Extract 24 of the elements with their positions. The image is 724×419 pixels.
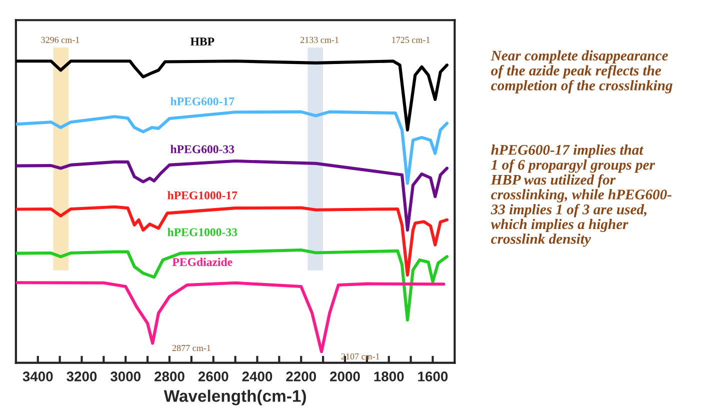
series-label: hPEG1000-33	[168, 228, 238, 236]
x-tick-label: 3200	[66, 372, 97, 382]
series-label: PEGdiazide	[172, 258, 232, 266]
x-axis-title: Wavelength(cm-1)	[164, 390, 306, 406]
text: Near complete disappearance of the azide peak reflects the completion of the crosslinking	[490, 50, 672, 94]
x-tick-label: 2000	[330, 372, 360, 382]
series-label: hPEG600-17	[170, 97, 234, 106]
text: 1725 cm-1	[392, 36, 430, 43]
x-tick-label: 2800	[154, 372, 184, 382]
x-tick-label: 3400	[22, 372, 53, 382]
text: 3296 cm-1	[41, 36, 80, 43]
x-tick-label: 3000	[110, 372, 140, 382]
x-tick-label: 2600	[198, 372, 228, 382]
x-tick-label: 2400	[242, 372, 272, 382]
annotation: 2107 cm-1	[341, 353, 380, 360]
x-tick-label: 1800	[374, 372, 404, 382]
x-tick-label: 2200	[286, 372, 316, 382]
series-label: HBP	[190, 38, 214, 46]
text: 2133 cm-1	[300, 36, 338, 43]
x-tick-label: 1600	[418, 372, 448, 382]
series-label: hPEG600-33	[170, 144, 234, 154]
text: hPEG600-17 implies that 1 of 6 propargyl groups per HBP was utilized for crosslinking, while hPEG600- 33 implies 1 of 3 are used, which implies a higher crosslink density	[490, 144, 672, 247]
series-label: hPEG1000-17	[168, 191, 238, 200]
annotation: 2877 cm-1	[172, 344, 210, 352]
